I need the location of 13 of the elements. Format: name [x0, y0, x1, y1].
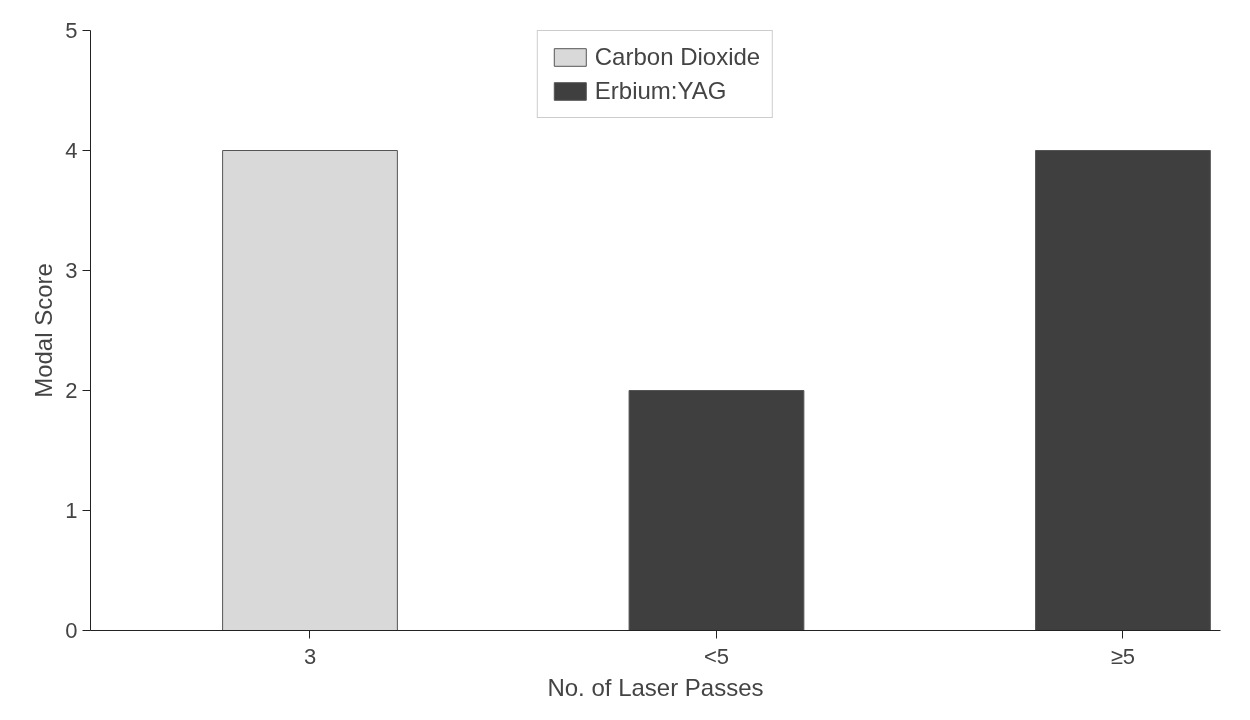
y-tick-label: 1	[65, 498, 78, 523]
x-axis-title: No. of Laser Passes	[547, 673, 764, 701]
x-tick-label: <5	[703, 643, 730, 669]
legend-label: Erbium:YAG	[594, 77, 727, 105]
y-tick-label: 3	[65, 258, 78, 283]
legend-label: Carbon Dioxide	[594, 43, 761, 71]
y-tick-label: 4	[65, 138, 78, 163]
y-tick-label: 2	[65, 378, 78, 403]
x-tick-label: 3	[303, 643, 317, 669]
y-tick-label: 0	[65, 618, 78, 643]
y-tick-label: 5	[65, 18, 78, 43]
x-tick-label: ≥5	[1110, 643, 1136, 669]
y-axis-title: Modal Score	[30, 263, 58, 398]
